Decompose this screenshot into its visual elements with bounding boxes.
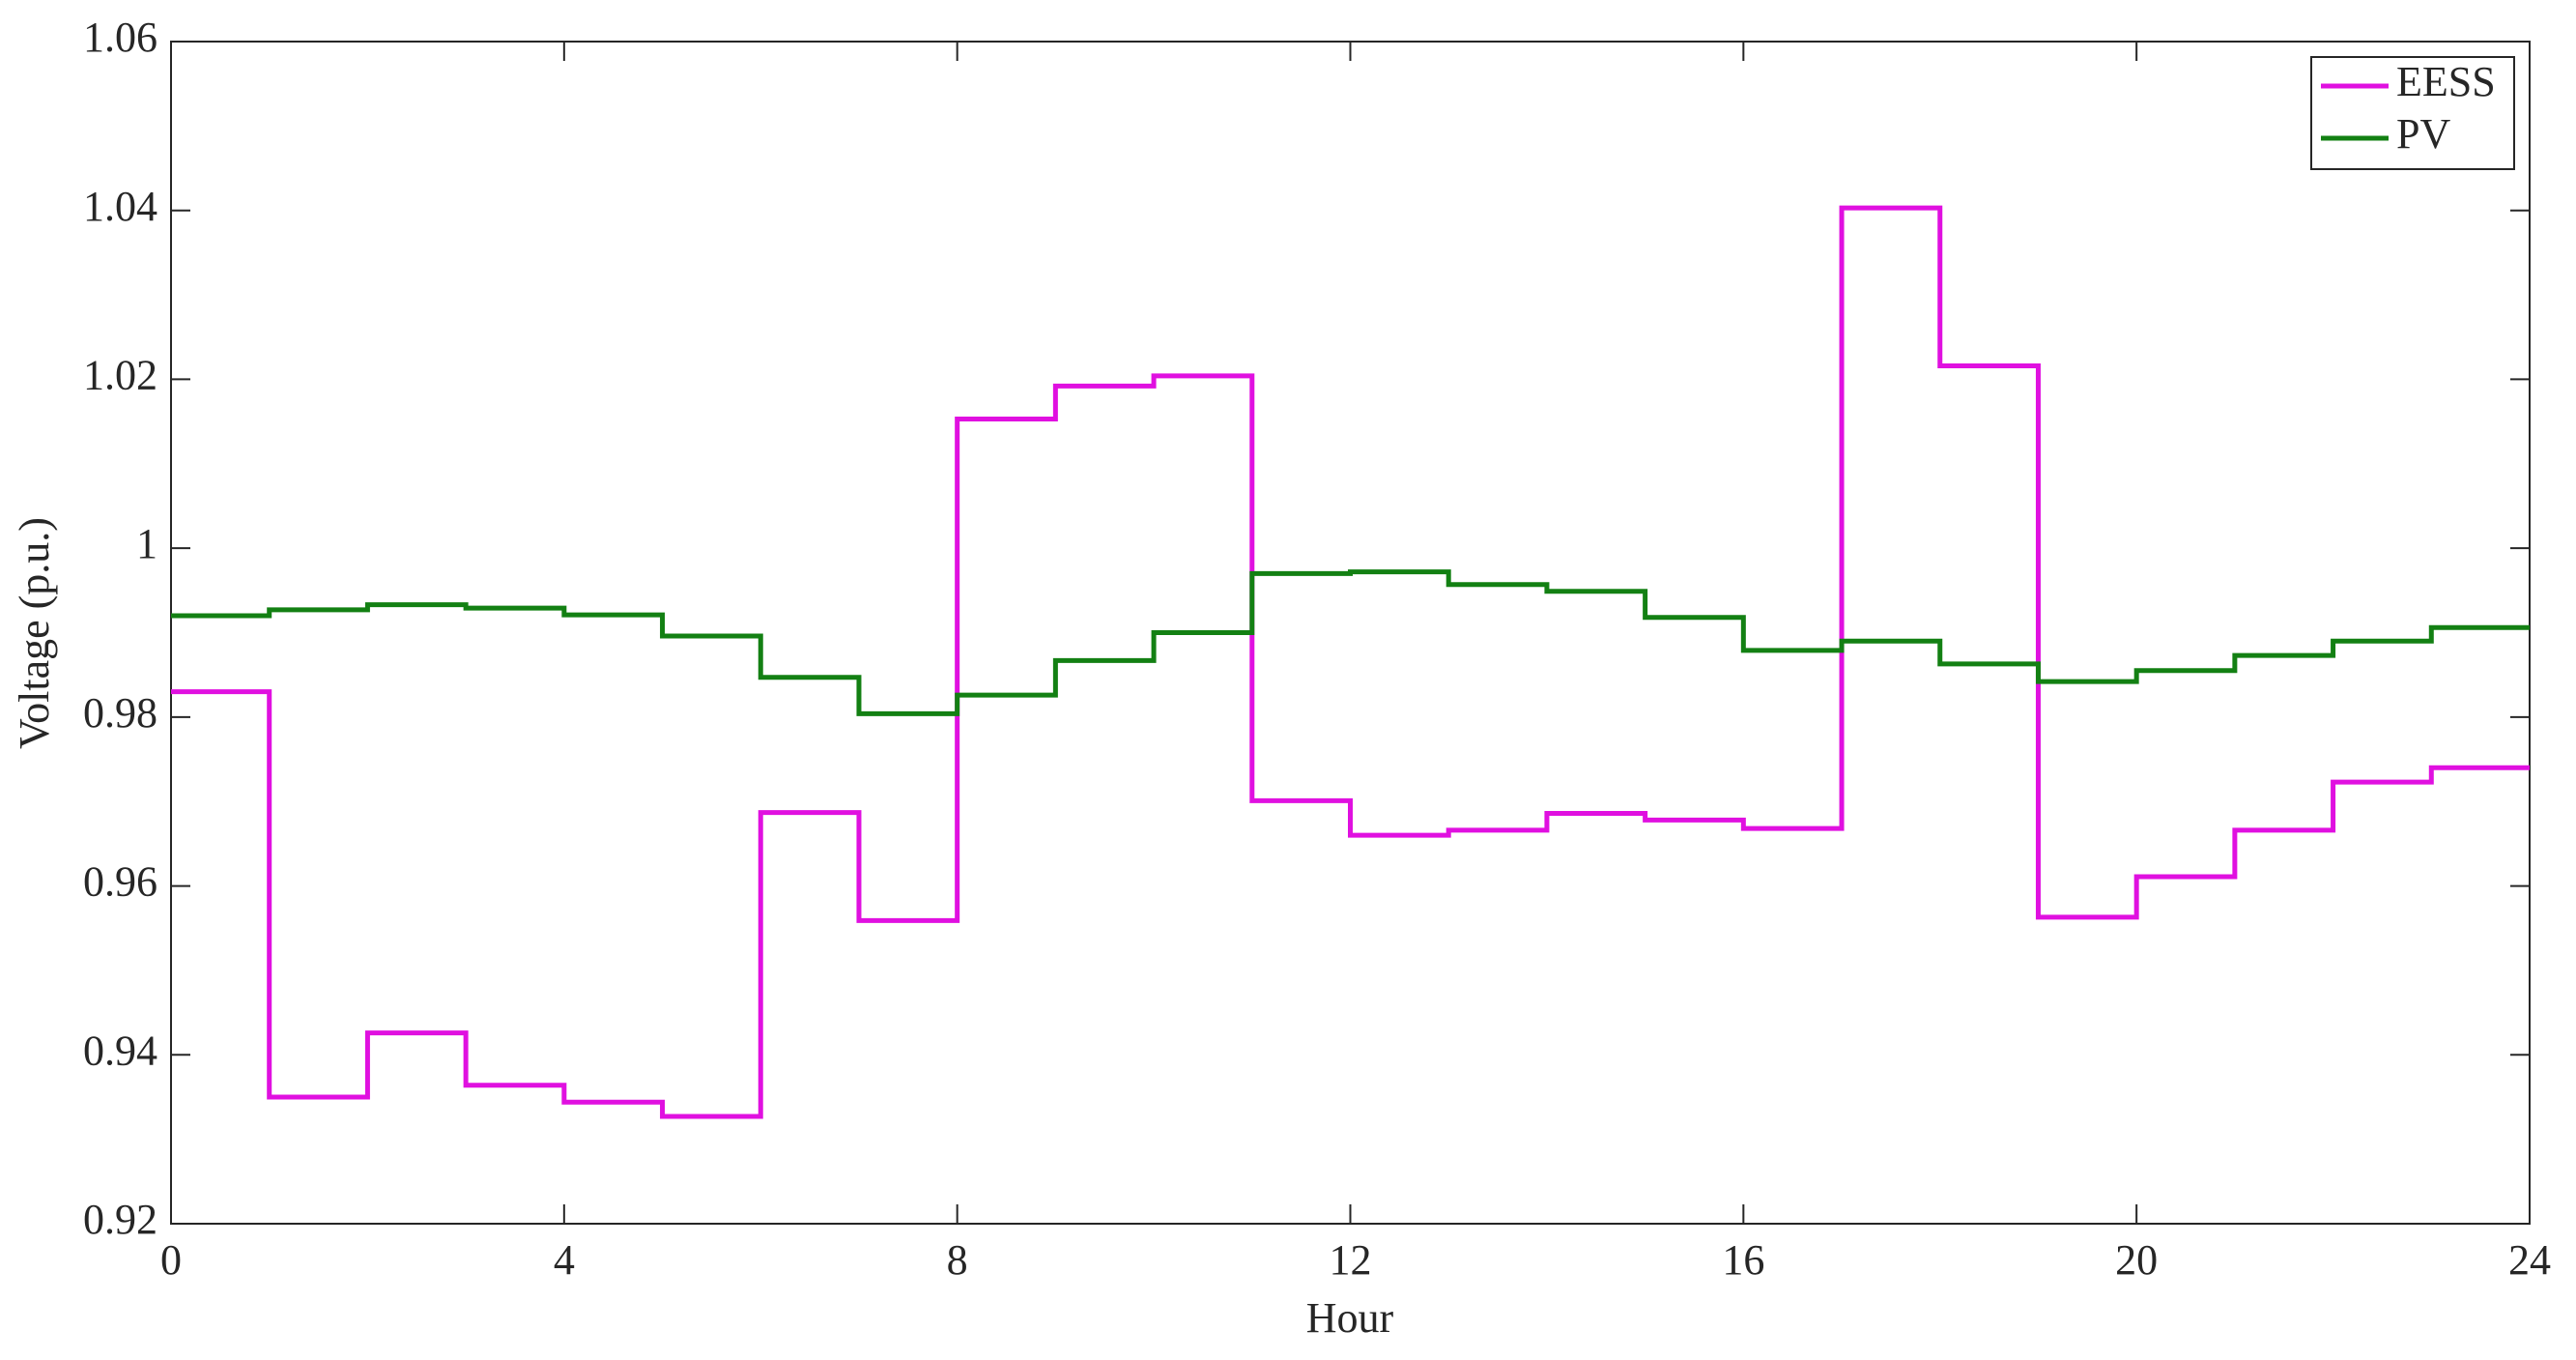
y-tick-label: 1	[136, 520, 157, 567]
plot-area	[170, 41, 2531, 1225]
y-tick-label: 1.06	[83, 14, 157, 61]
x-tick-label: 12	[1330, 1236, 1372, 1284]
x-tick-label: 0	[160, 1236, 182, 1284]
legend-label: EESS	[2396, 58, 2496, 105]
y-tick-label: 1.02	[83, 352, 157, 399]
line	[171, 569, 2530, 716]
x-tick-label: 20	[2115, 1236, 2158, 1284]
x-tick-label: 24	[2508, 1236, 2551, 1284]
legend-box	[2310, 56, 2515, 170]
y-tick-label: 1.04	[83, 183, 157, 230]
x-tick-label: 8	[947, 1236, 968, 1284]
x-axis-label: Hour	[1306, 1294, 1394, 1342]
y-tick-label: 0.98	[83, 689, 157, 737]
line	[171, 205, 2530, 1119]
y-tick-label: 0.94	[83, 1027, 157, 1074]
y-tick-label: 0.92	[83, 1196, 157, 1243]
y-tick-label: 0.96	[83, 858, 157, 906]
x-tick-label: 4	[554, 1236, 575, 1284]
legend-label: PV	[2396, 110, 2450, 158]
y-axis-label: Voltage (p.u.)	[11, 517, 58, 749]
x-tick-label: 16	[1722, 1236, 1764, 1284]
